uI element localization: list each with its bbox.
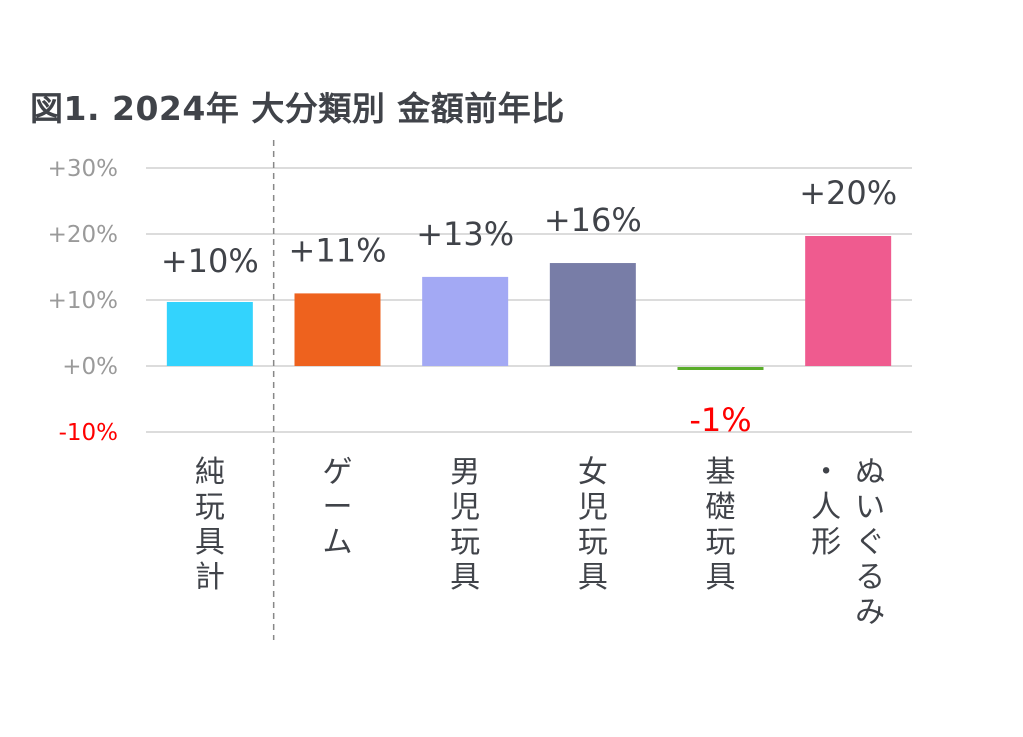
bar xyxy=(677,367,764,370)
data-label: +16% xyxy=(544,201,642,239)
y-tick-label: +10% xyxy=(48,288,118,314)
data-label: +13% xyxy=(416,215,514,253)
bar xyxy=(805,235,892,366)
category-label: 基礎玩具 xyxy=(706,455,736,595)
y-tick-label: -10% xyxy=(59,420,118,446)
category-label: ぬいぐるみ xyxy=(855,455,885,630)
data-label: +11% xyxy=(289,231,387,269)
category-label: ・人形 xyxy=(811,455,841,560)
category-label: 純玩具計 xyxy=(195,455,225,595)
category-label: 女児玩具 xyxy=(578,455,608,595)
bar xyxy=(549,263,636,366)
bar xyxy=(294,293,381,366)
y-tick-label: +0% xyxy=(62,354,118,380)
category-label: 男児玩具 xyxy=(450,455,480,595)
y-tick-label: +30% xyxy=(48,156,118,182)
bar xyxy=(166,301,253,366)
bar xyxy=(422,276,509,366)
data-label: -1% xyxy=(689,401,751,439)
y-tick-label: +20% xyxy=(48,222,118,248)
category-label: ゲーム xyxy=(323,455,353,560)
data-label: +20% xyxy=(799,174,897,212)
data-label: +10% xyxy=(161,242,259,280)
chart-title: 図1. 2024年 大分類別 金額前年比 xyxy=(30,89,565,128)
